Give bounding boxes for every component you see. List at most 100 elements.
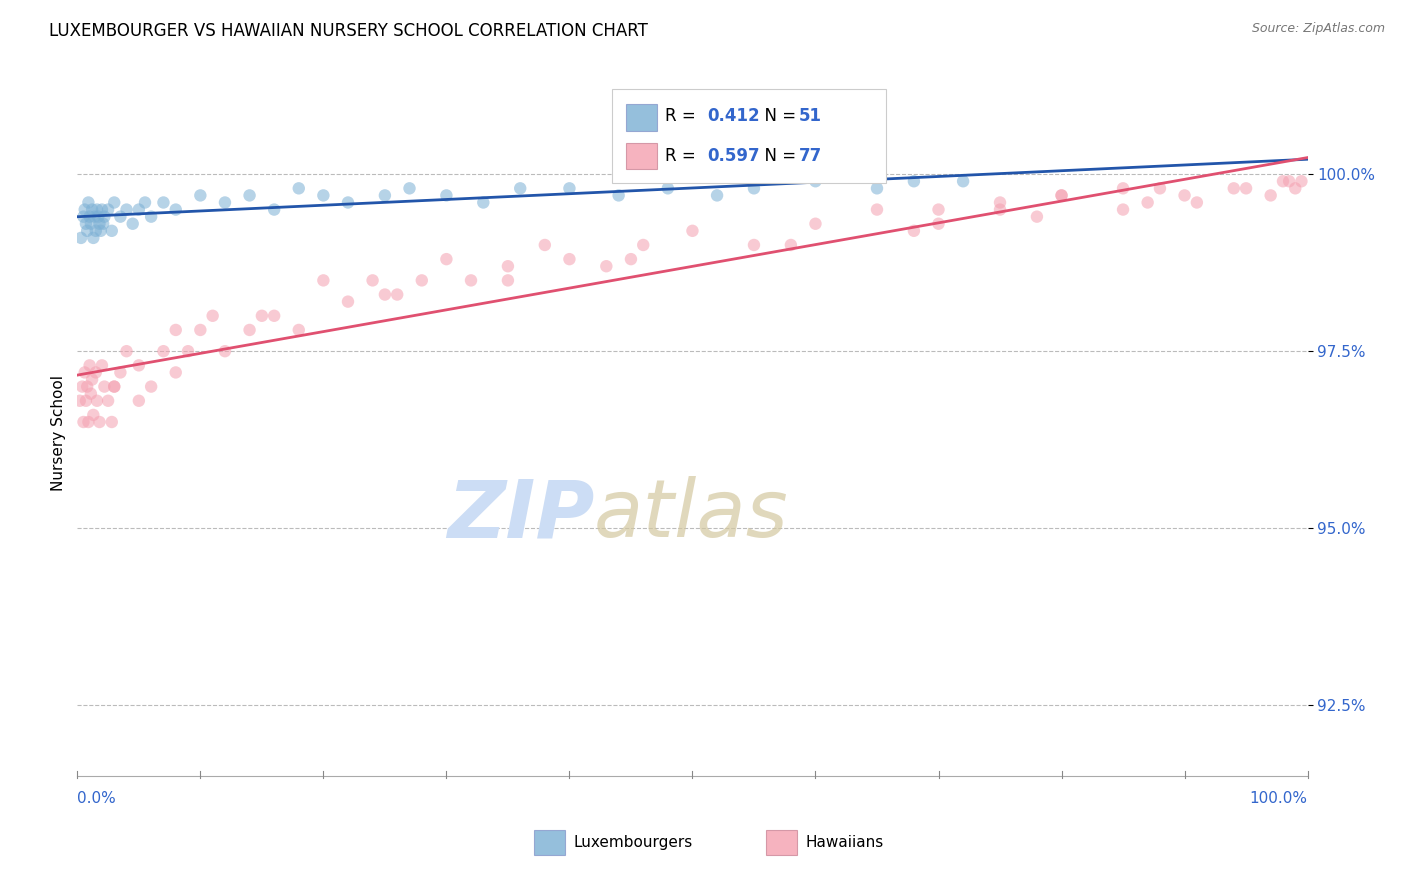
- Point: [1112, 181, 1135, 195]
- Point: [866, 181, 889, 195]
- Point: [509, 181, 531, 195]
- Point: [79, 359, 101, 373]
- Point: [742, 238, 765, 252]
- Point: [128, 202, 150, 217]
- Point: [82, 408, 104, 422]
- Point: [1223, 181, 1246, 195]
- Point: [1291, 174, 1313, 188]
- Point: [72, 415, 94, 429]
- Point: [1050, 188, 1073, 202]
- Point: [1112, 202, 1135, 217]
- Point: [558, 181, 581, 195]
- Text: atlas: atlas: [595, 476, 789, 554]
- Text: N =: N =: [754, 107, 801, 125]
- Point: [89, 217, 111, 231]
- Point: [374, 188, 396, 202]
- Point: [77, 195, 100, 210]
- Text: ZIP: ZIP: [447, 476, 595, 554]
- Point: [83, 210, 105, 224]
- Point: [84, 366, 107, 380]
- Point: [90, 224, 112, 238]
- Point: [103, 195, 125, 210]
- Point: [682, 224, 704, 238]
- Point: [115, 202, 138, 217]
- Point: [288, 181, 311, 195]
- Point: [903, 224, 925, 238]
- Point: [706, 188, 728, 202]
- Point: [558, 252, 581, 267]
- Y-axis label: Nursery School: Nursery School: [51, 375, 66, 491]
- Point: [1050, 188, 1073, 202]
- Point: [86, 202, 108, 217]
- Point: [80, 386, 103, 401]
- Point: [80, 217, 103, 231]
- Point: [804, 217, 827, 231]
- Point: [188, 323, 212, 337]
- Point: [201, 309, 224, 323]
- Point: [76, 224, 98, 238]
- Point: [103, 379, 125, 393]
- Point: [128, 393, 150, 408]
- Point: [70, 231, 93, 245]
- Point: [633, 238, 655, 252]
- Point: [110, 366, 132, 380]
- Text: R =: R =: [665, 147, 702, 165]
- Point: [742, 181, 765, 195]
- Point: [97, 393, 120, 408]
- Point: [82, 202, 104, 217]
- Point: [1026, 210, 1049, 224]
- Text: 100.0%: 100.0%: [1250, 791, 1308, 805]
- Point: [337, 195, 360, 210]
- Point: [928, 202, 950, 217]
- Point: [988, 195, 1011, 210]
- Point: [75, 393, 97, 408]
- Point: [436, 252, 458, 267]
- Point: [93, 379, 115, 393]
- Point: [152, 344, 174, 359]
- Point: [620, 252, 643, 267]
- Point: [903, 174, 925, 188]
- Point: [239, 323, 262, 337]
- Point: [141, 210, 163, 224]
- Point: [188, 188, 212, 202]
- Point: [398, 181, 420, 195]
- Point: [91, 217, 114, 231]
- Point: [141, 379, 163, 393]
- Point: [93, 210, 115, 224]
- Text: Luxembourgers: Luxembourgers: [574, 835, 693, 849]
- Text: 77: 77: [799, 147, 823, 165]
- Point: [90, 202, 114, 217]
- Point: [657, 181, 679, 195]
- Point: [134, 195, 156, 210]
- Point: [312, 273, 335, 287]
- Point: [952, 174, 974, 188]
- Point: [214, 344, 236, 359]
- Point: [87, 210, 110, 224]
- Text: R =: R =: [665, 107, 702, 125]
- Point: [337, 294, 360, 309]
- Point: [72, 210, 94, 224]
- Point: [165, 202, 187, 217]
- Point: [73, 366, 96, 380]
- Point: [460, 273, 482, 287]
- Point: [79, 210, 101, 224]
- Point: [1272, 174, 1295, 188]
- Point: [128, 359, 150, 373]
- Text: 51: 51: [799, 107, 821, 125]
- Point: [1278, 174, 1301, 188]
- Point: [75, 217, 97, 231]
- Point: [595, 259, 617, 273]
- Text: 0.597: 0.597: [707, 147, 759, 165]
- Point: [86, 393, 108, 408]
- Point: [928, 217, 950, 231]
- Point: [780, 238, 803, 252]
- Point: [1149, 181, 1171, 195]
- Point: [214, 195, 236, 210]
- Point: [472, 195, 495, 210]
- Point: [988, 202, 1011, 217]
- Point: [411, 273, 433, 287]
- Point: [115, 344, 138, 359]
- Point: [1260, 188, 1282, 202]
- Point: [804, 174, 827, 188]
- Point: [73, 202, 96, 217]
